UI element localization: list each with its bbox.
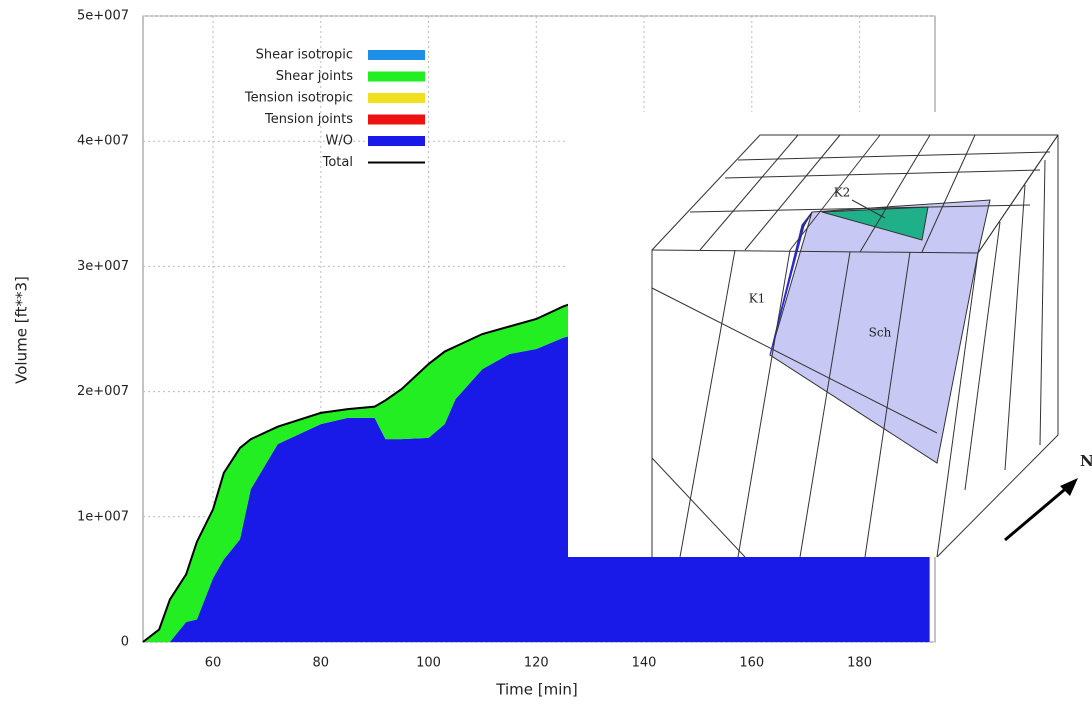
y-tick-label: 0 bbox=[121, 635, 129, 650]
y-tick-label: 5e+007 bbox=[77, 9, 129, 24]
x-axis-label: Time [min] bbox=[495, 681, 577, 699]
legend-swatch bbox=[368, 50, 425, 60]
legend-label: Shear isotropic bbox=[256, 48, 353, 63]
y-tick-label: 1e+007 bbox=[77, 509, 129, 524]
x-tick-label: 60 bbox=[205, 656, 222, 671]
inset-label: Sch bbox=[869, 326, 892, 340]
inset-diagram: K2 K1 Sch N bbox=[568, 112, 1092, 557]
inset-label: N bbox=[1080, 452, 1092, 470]
x-tick-label: 80 bbox=[313, 656, 330, 671]
y-tick-label: 3e+007 bbox=[77, 259, 129, 274]
legend-label: W/O bbox=[326, 134, 353, 149]
legend-label: Total bbox=[322, 155, 353, 170]
x-tick-label: 120 bbox=[524, 656, 549, 671]
inset-label: K2 bbox=[834, 186, 851, 200]
y-axis-label: Volume [ft**3] bbox=[13, 276, 31, 384]
legend-swatch bbox=[368, 72, 425, 82]
legend-swatch bbox=[368, 136, 425, 146]
north-arrowhead bbox=[1060, 478, 1078, 496]
legend-swatch bbox=[368, 93, 425, 103]
x-tick-label: 100 bbox=[416, 656, 441, 671]
legend-label: Tension isotropic bbox=[244, 91, 353, 106]
x-tick-label: 160 bbox=[739, 656, 764, 671]
y-tick-label: 4e+007 bbox=[77, 134, 129, 149]
legend-label: Shear joints bbox=[276, 69, 353, 84]
x-tick-label: 140 bbox=[632, 656, 657, 671]
inset-label: K1 bbox=[749, 292, 766, 306]
legend-swatch bbox=[368, 115, 425, 125]
x-tick-label: 180 bbox=[847, 656, 872, 671]
y-tick-label: 2e+007 bbox=[77, 384, 129, 399]
chart: 0 1e+007 2e+007 3e+007 4e+007 5e+007 60 80 100 12… bbox=[0, 0, 1092, 704]
legend-label: Tension joints bbox=[264, 112, 353, 127]
